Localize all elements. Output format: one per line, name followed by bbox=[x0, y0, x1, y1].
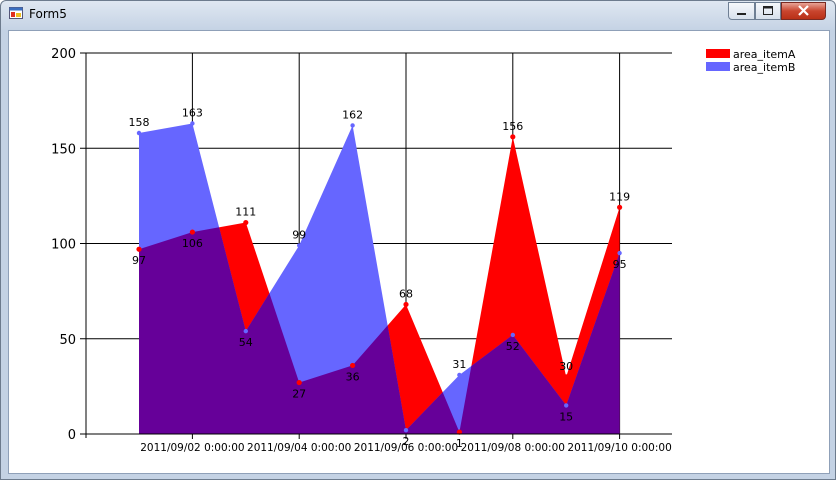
point-area_itemB bbox=[457, 372, 462, 378]
data-label-area_itemB: 52 bbox=[506, 340, 520, 353]
data-label-area_itemB: 31 bbox=[452, 358, 466, 371]
point-area_itemA bbox=[456, 429, 462, 435]
chart-area: 97 158 106 163 111 54 27 99 36 162 68 2 1 31 156 52 30 15… bbox=[8, 30, 830, 474]
y-tick-label: 0 bbox=[68, 428, 76, 443]
point-area_itemB bbox=[403, 427, 409, 433]
data-label-area_itemB: 158 bbox=[129, 116, 150, 129]
close-icon bbox=[798, 5, 809, 16]
legend-label-area_itemA: area_itemA bbox=[733, 48, 796, 61]
legend-swatch-area_itemB bbox=[706, 62, 730, 71]
title-bar[interactable]: Form5 bbox=[1, 1, 835, 27]
y-tick-label: 200 bbox=[51, 47, 76, 62]
data-label-area_itemB: 99 bbox=[292, 228, 306, 241]
close-button[interactable] bbox=[781, 2, 826, 20]
point-area_itemA bbox=[136, 246, 142, 252]
data-label-area_itemA: 119 bbox=[609, 190, 630, 203]
data-label-area_itemA: 1 bbox=[456, 437, 463, 450]
point-area_itemA bbox=[403, 301, 409, 308]
data-label-area_itemA: 111 bbox=[235, 206, 256, 219]
data-label-area_itemB: 2 bbox=[403, 435, 410, 448]
x-tick-label: 2011/09/08 0:00:00 bbox=[461, 442, 565, 454]
point-area_itemB bbox=[350, 123, 355, 128]
point-area_itemA bbox=[510, 134, 516, 140]
point-area_itemA bbox=[296, 379, 302, 386]
area-chart: 97 158 106 163 111 54 27 99 36 162 68 2 1 31 156 52 30 15… bbox=[51, 47, 796, 454]
data-label-area_itemA: 30 bbox=[559, 360, 573, 373]
point-area_itemA bbox=[563, 374, 569, 380]
point-area_itemB bbox=[243, 328, 248, 334]
data-label-area_itemA: 156 bbox=[502, 120, 523, 133]
point-area_itemA bbox=[617, 204, 623, 210]
minimize-button[interactable] bbox=[728, 2, 755, 20]
y-tick-label: 150 bbox=[51, 142, 76, 157]
data-label-area_itemA: 68 bbox=[399, 287, 413, 300]
data-label-area_itemB: 163 bbox=[182, 106, 203, 119]
data-label-area_itemA: 106 bbox=[182, 237, 203, 250]
data-label-area_itemA: 36 bbox=[346, 370, 360, 383]
overlap-area bbox=[139, 227, 620, 434]
data-label-area_itemB: 162 bbox=[342, 108, 363, 121]
window-title: Form5 bbox=[29, 7, 67, 21]
data-label-area_itemB: 54 bbox=[239, 336, 253, 349]
point-area_itemB bbox=[564, 403, 569, 408]
x-tick-label: 2011/09/02 0:00:00 bbox=[140, 442, 244, 454]
data-label-area_itemB: 15 bbox=[559, 410, 573, 423]
legend-swatch-area_itemA bbox=[706, 49, 730, 58]
y-tick-label: 50 bbox=[59, 333, 76, 348]
point-area_itemB bbox=[136, 130, 142, 136]
maximize-button[interactable] bbox=[755, 2, 781, 20]
x-tick-label: 2011/09/10 0:00:00 bbox=[567, 442, 671, 454]
data-label-area_itemA: 97 bbox=[132, 254, 146, 267]
point-area_itemB bbox=[510, 332, 515, 338]
point-area_itemA bbox=[350, 362, 356, 369]
y-tick-label: 100 bbox=[51, 238, 76, 253]
data-label-area_itemB: 95 bbox=[613, 258, 627, 271]
minimize-icon bbox=[737, 13, 746, 15]
app-icon bbox=[9, 7, 23, 19]
point-area_itemB bbox=[617, 250, 622, 256]
legend-label-area_itemB: area_itemB bbox=[733, 61, 795, 74]
point-area_itemB bbox=[297, 243, 302, 248]
point-area_itemB bbox=[190, 121, 195, 126]
data-label-area_itemA: 27 bbox=[292, 388, 306, 401]
point-area_itemA bbox=[243, 219, 249, 226]
point-area_itemA bbox=[189, 229, 195, 235]
x-tick-label: 2011/09/06 0:00:00 bbox=[354, 442, 458, 454]
x-tick-label: 2011/09/04 0:00:00 bbox=[247, 442, 351, 454]
maximize-icon bbox=[763, 6, 773, 15]
